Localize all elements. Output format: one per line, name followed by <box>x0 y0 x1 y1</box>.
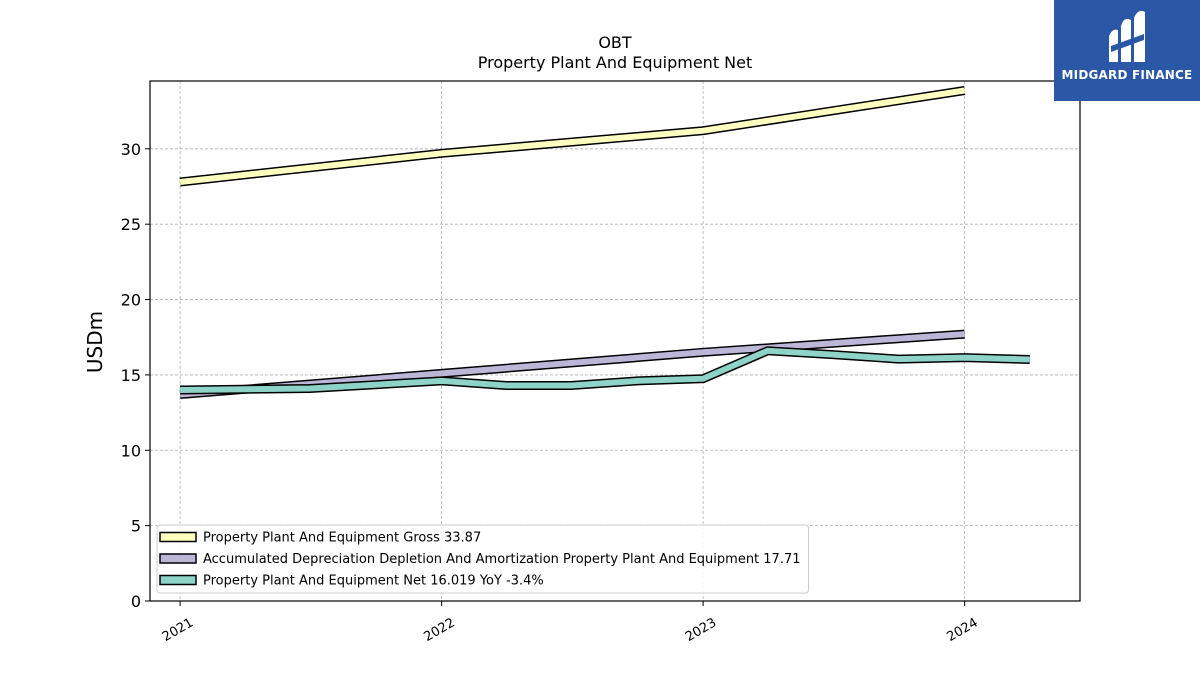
logo-mark-icon <box>1109 10 1145 63</box>
y-tick-label: 0 <box>131 592 141 611</box>
plot-area-frame <box>149 80 1081 602</box>
y-tick-label: 25 <box>121 215 141 234</box>
y-tick-label: 15 <box>121 366 141 385</box>
y-axis: 0 5 10 15 20 25 30 <box>121 140 150 611</box>
legend-entry: Property Plant And Equipment Net 16.019 … <box>203 574 544 589</box>
x-tick-label: 2022 <box>421 615 457 645</box>
chart-title: OBT <box>598 33 632 52</box>
logo-text: MIDGARD FINANCE <box>1061 68 1193 82</box>
y-tick-label: 5 <box>131 517 141 536</box>
x-tick-label: 2021 <box>160 615 196 645</box>
legend-swatch <box>159 574 197 586</box>
legend-frame <box>156 524 810 594</box>
legend-swatch <box>159 531 197 543</box>
series-line-1 <box>179 86 966 187</box>
y-axis-label: USDm <box>83 311 107 373</box>
grid <box>150 81 1080 602</box>
series-fill <box>180 347 1030 393</box>
y-tick-label: 20 <box>121 291 141 310</box>
midgard-finance-logo: MIDGARD FINANCE <box>1054 0 1200 101</box>
legend: Property Plant And Equipment Gross 33.87… <box>156 524 810 594</box>
series-layer <box>179 86 1030 399</box>
y-tick-label: 30 <box>121 140 141 159</box>
legend-entry: Accumulated Depreciation Depletion And A… <box>203 552 801 567</box>
x-tick-label: 2023 <box>683 615 719 645</box>
chart-subtitle: Property Plant And Equipment Net <box>478 53 753 72</box>
x-axis: 2021 2022 2023 2024 <box>160 601 981 645</box>
x-tick-label: 2024 <box>944 615 980 645</box>
series-fill <box>179 87 966 185</box>
legend-swatch <box>159 553 197 564</box>
legend-entry: Property Plant And Equipment Gross 33.87 <box>203 531 481 546</box>
series-line-3 <box>180 346 1030 395</box>
y-tick-label: 10 <box>121 441 141 460</box>
